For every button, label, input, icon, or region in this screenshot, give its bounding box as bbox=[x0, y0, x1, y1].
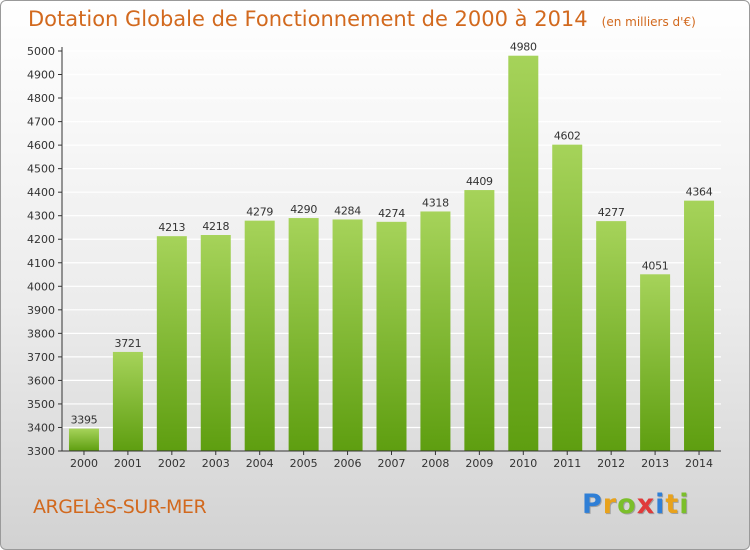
logo-letter: i bbox=[655, 489, 666, 520]
data-label-2014: 4364 bbox=[686, 186, 713, 199]
x-tick-label-2003: 2003 bbox=[202, 457, 230, 470]
y-tick-label: 3700 bbox=[27, 351, 55, 364]
x-tick-label-2004: 2004 bbox=[246, 457, 274, 470]
y-tick-label: 4700 bbox=[27, 116, 55, 129]
y-tick-label: 3900 bbox=[27, 304, 55, 317]
x-tick-label-2000: 2000 bbox=[70, 457, 98, 470]
logo-letter: r bbox=[602, 489, 618, 520]
bar-2011 bbox=[552, 144, 583, 451]
x-tick-label-2013: 2013 bbox=[641, 457, 669, 470]
bar-2000 bbox=[68, 428, 99, 451]
y-tick-label: 4500 bbox=[27, 163, 55, 176]
y-tick-label: 4300 bbox=[27, 210, 55, 223]
bar-2004 bbox=[244, 220, 275, 451]
axes bbox=[58, 47, 721, 455]
data-label-2011: 4602 bbox=[554, 130, 581, 143]
x-tick-label-2008: 2008 bbox=[421, 457, 449, 470]
y-tick-label: 3800 bbox=[27, 327, 55, 340]
bar-2013 bbox=[640, 274, 671, 451]
bar-2002 bbox=[156, 236, 187, 451]
y-tick-label: 4800 bbox=[27, 92, 55, 105]
x-tick-label-2006: 2006 bbox=[334, 457, 362, 470]
data-label-2010: 4980 bbox=[510, 41, 537, 54]
bar-2010 bbox=[508, 55, 539, 452]
chart-unit-label: (en milliers d'€) bbox=[601, 15, 696, 29]
bar-2003 bbox=[200, 235, 231, 451]
y-tick-label: 4900 bbox=[27, 69, 55, 82]
y-tick-label: 3400 bbox=[27, 421, 55, 434]
data-label-2001: 3721 bbox=[115, 337, 142, 350]
data-label-2012: 4277 bbox=[598, 206, 625, 219]
bar-2007 bbox=[376, 221, 407, 451]
bars bbox=[68, 55, 715, 452]
data-label-2004: 4279 bbox=[246, 206, 273, 219]
y-tick-label: 4600 bbox=[27, 139, 55, 152]
y-tick-label: 3300 bbox=[27, 445, 55, 458]
data-label-2003: 4218 bbox=[202, 220, 229, 233]
data-label-2007: 4274 bbox=[378, 207, 405, 220]
y-tick-label: 4100 bbox=[27, 257, 55, 270]
bar-2005 bbox=[288, 218, 319, 451]
y-tick-label: 3600 bbox=[27, 374, 55, 387]
logo-letter: x bbox=[636, 489, 656, 520]
y-tick-label: 4400 bbox=[27, 186, 55, 199]
chart-title: Dotation Globale de Fonctionnement de 20… bbox=[28, 7, 696, 31]
y-tick-label: 5000 bbox=[27, 45, 55, 58]
labels: 3300 3400 3500 3600 3700 3800 3900 4000 4100 4200… bbox=[27, 41, 713, 470]
y-tick-label: 4000 bbox=[27, 280, 55, 293]
bar-2009 bbox=[464, 190, 495, 451]
data-label-2009: 4409 bbox=[466, 175, 493, 188]
x-tick-label-2009: 2009 bbox=[465, 457, 493, 470]
x-tick-label-2014: 2014 bbox=[685, 457, 713, 470]
data-label-2005: 4290 bbox=[290, 203, 317, 216]
bar-2006 bbox=[332, 219, 363, 451]
bar-2001 bbox=[112, 351, 143, 451]
chart-title-text: Dotation Globale de Fonctionnement de 20… bbox=[28, 7, 588, 31]
data-label-2013: 4051 bbox=[642, 259, 669, 272]
data-label-2008: 4318 bbox=[422, 196, 449, 209]
x-tick-label-2007: 2007 bbox=[378, 457, 406, 470]
proxiti-logo[interactable]: Proxiti bbox=[582, 489, 690, 520]
data-label-2006: 4284 bbox=[334, 204, 361, 217]
x-tick-label-2011: 2011 bbox=[553, 457, 581, 470]
bar-2014 bbox=[684, 200, 715, 451]
x-tick-label-2010: 2010 bbox=[509, 457, 537, 470]
data-label-2000: 3395 bbox=[71, 414, 98, 427]
logo-letter: P bbox=[582, 489, 603, 520]
bar-2012 bbox=[596, 221, 627, 451]
data-label-2002: 4213 bbox=[158, 221, 185, 234]
x-tick-label-2012: 2012 bbox=[597, 457, 625, 470]
y-tick-label: 4200 bbox=[27, 233, 55, 246]
bar-2008 bbox=[420, 211, 451, 451]
x-tick-label-2005: 2005 bbox=[290, 457, 318, 470]
commune-name: ARGELèS-SUR-MER bbox=[33, 496, 207, 518]
y-tick-label: 3500 bbox=[27, 398, 55, 411]
logo-letter: o bbox=[617, 489, 637, 520]
logo-letter: t bbox=[665, 489, 680, 520]
x-tick-label-2001: 2001 bbox=[114, 457, 142, 470]
x-tick-label-2002: 2002 bbox=[158, 457, 186, 470]
logo-letter: i bbox=[679, 489, 690, 520]
